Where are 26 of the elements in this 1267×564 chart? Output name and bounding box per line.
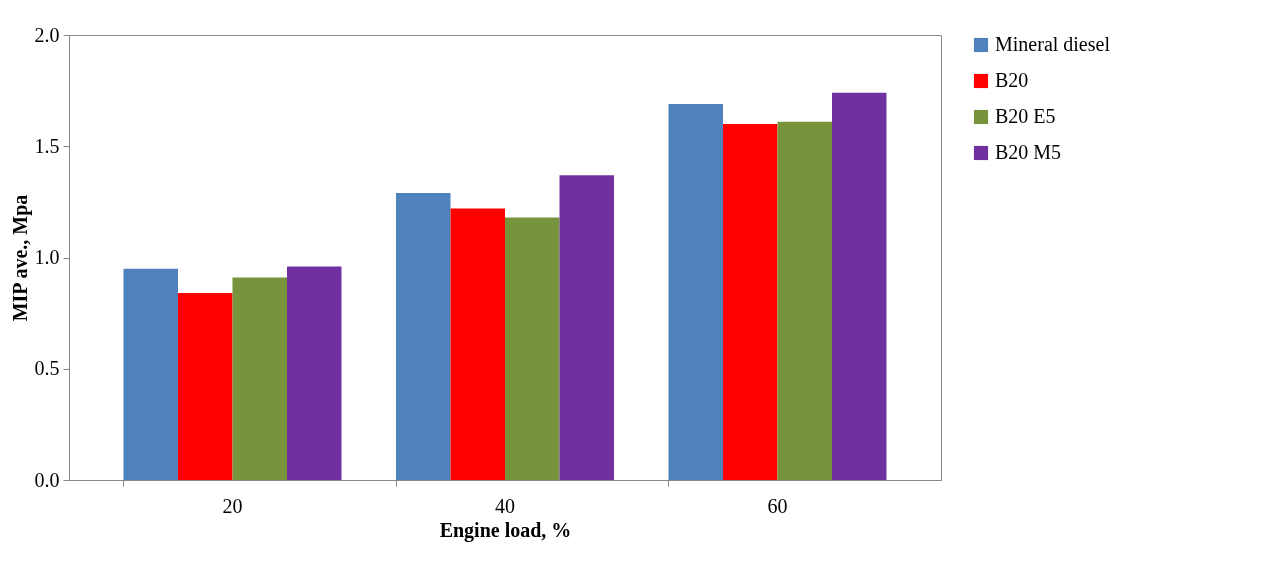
x-tick-label: 40 xyxy=(495,494,515,517)
x-tick-label: 20 xyxy=(222,494,243,517)
bar xyxy=(505,217,560,480)
bar xyxy=(396,192,451,480)
legend-label: B20 xyxy=(995,69,1029,91)
y-tick-label: 1.0 xyxy=(34,246,60,268)
y-tick-label: 1.5 xyxy=(34,134,60,157)
bar xyxy=(832,92,887,480)
y-tick-label: 0.5 xyxy=(34,357,60,380)
legend-label: B20 M5 xyxy=(995,141,1062,163)
bar xyxy=(123,268,178,480)
bar xyxy=(723,124,778,480)
bar xyxy=(287,266,342,480)
x-axis-title: Engine load, % xyxy=(439,518,572,542)
legend-label: B20 E5 xyxy=(995,105,1056,127)
bar xyxy=(232,277,287,480)
y-tick-label: 2.0 xyxy=(34,23,60,46)
bar xyxy=(450,208,505,480)
bar xyxy=(559,175,614,480)
x-tick-label: 60 xyxy=(767,494,788,517)
y-tick-label: 0.0 xyxy=(34,468,60,491)
y-axis-title: MIP ave., Mpa xyxy=(8,194,32,322)
bar xyxy=(178,293,233,480)
legend-label: Mineral diesel xyxy=(995,33,1111,55)
bar xyxy=(668,103,723,480)
bar xyxy=(777,121,832,480)
